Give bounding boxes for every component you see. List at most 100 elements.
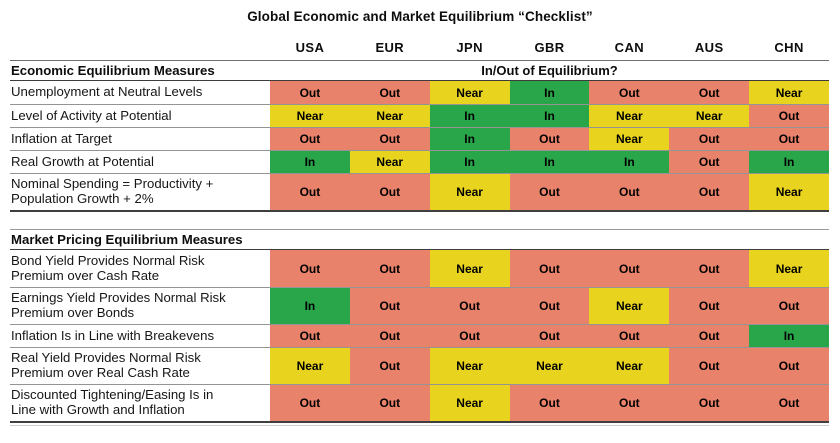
status-cell: Out <box>270 81 350 104</box>
chart-title: Global Economic and Market Equilibrium “… <box>247 9 593 24</box>
status-cell: Near <box>589 128 670 150</box>
status-cell: Out <box>669 81 750 104</box>
status-cell: Near <box>509 348 590 384</box>
row-label: Inflation Is in Line with Breakevens <box>11 327 215 343</box>
status-cell: Near <box>589 348 670 384</box>
status-cell: Near <box>349 105 430 127</box>
status-cell: Out <box>429 288 510 324</box>
section-header-right: In/Out of Equilibrium? <box>481 63 618 78</box>
status-cell: Out <box>669 128 750 150</box>
status-cell: Near <box>589 288 670 324</box>
status-cell: Near <box>429 348 510 384</box>
status-cell: Out <box>270 325 350 347</box>
table-row: Real Growth at Potential In Near In In In Out I… <box>10 150 829 173</box>
row-label: Discounted Tightening/Easing Is in Line … <box>11 387 214 417</box>
status-cell: Out <box>669 288 750 324</box>
status-cell: Out <box>749 385 829 421</box>
row-label: Bond Yield Provides Normal Risk Premium … <box>11 252 205 283</box>
status-cell: Out <box>509 174 590 210</box>
column-header: GBR <box>534 40 565 55</box>
status-cell: Out <box>429 325 510 347</box>
row-label: Nominal Spending = Productivity + Popula… <box>11 176 214 206</box>
status-cell: Out <box>509 128 590 150</box>
section-header-row: Market Pricing Equilibrium Measures <box>10 229 829 250</box>
table-row: Earnings Yield Provides Normal Risk Prem… <box>10 287 829 324</box>
row-label: Unemployment at Neutral Levels <box>11 84 203 100</box>
equilibrium-checklist-figure: Global Economic and Market Equilibrium “… <box>10 9 829 426</box>
section-header: Economic Equilibrium Measures <box>11 63 215 78</box>
status-cell: Near <box>429 250 510 287</box>
table-row: Inflation at Target Out Out In Out Near Out Out <box>10 127 829 150</box>
column-header: CAN <box>614 40 645 55</box>
status-cell: Near <box>749 174 829 210</box>
status-cell: Out <box>589 325 670 347</box>
status-cell: In <box>270 288 350 324</box>
status-cell: Out <box>349 325 430 347</box>
row-label: Real Yield Provides Normal Risk Premium … <box>11 350 201 380</box>
status-cell: Out <box>349 250 430 287</box>
status-cell: Out <box>270 250 350 287</box>
status-cell: Near <box>429 385 510 421</box>
status-cell: Out <box>349 174 430 210</box>
column-header: AUS <box>694 40 724 55</box>
status-cell: Out <box>589 250 670 287</box>
status-cell: Near <box>349 151 430 173</box>
status-cell: Out <box>270 174 350 210</box>
equilibrium-table: USA EUR JPN GBR CAN AUS CHN Economic Equilibri… <box>10 24 829 426</box>
status-cell: Out <box>589 174 670 210</box>
status-cell: Out <box>589 81 670 104</box>
status-cell: Near <box>270 105 350 127</box>
status-cell: Out <box>749 105 829 127</box>
status-cell: Out <box>270 385 350 421</box>
table-row: Discounted Tightening/Easing Is in Line … <box>10 384 829 421</box>
table-row: Nominal Spending = Productivity + Popula… <box>10 173 829 210</box>
status-cell: Out <box>669 250 750 287</box>
column-header-spacer <box>10 53 270 55</box>
status-cell: In <box>270 151 350 173</box>
status-cell: Out <box>509 385 590 421</box>
column-header: USA <box>295 40 325 55</box>
bottom-rule <box>10 425 829 426</box>
status-cell: In <box>589 151 670 173</box>
status-cell: Out <box>270 128 350 150</box>
row-label: Real Growth at Potential <box>11 153 154 169</box>
row-label: Earnings Yield Provides Normal Risk Prem… <box>11 290 226 320</box>
table-row: Real Yield Provides Normal Risk Premium … <box>10 347 829 384</box>
status-cell: Out <box>669 385 750 421</box>
status-cell: Out <box>669 151 750 173</box>
status-cell: Out <box>349 385 430 421</box>
status-cell: Near <box>429 174 510 210</box>
section-header-row: Economic Equilibrium Measures In/Out of E… <box>10 60 829 81</box>
status-cell: Out <box>349 128 430 150</box>
column-header: EUR <box>375 40 405 55</box>
status-cell: In <box>509 151 590 173</box>
table-row: Bond Yield Provides Normal Risk Premium … <box>10 250 829 287</box>
row-label: Level of Activity at Potential <box>11 107 172 123</box>
table-sections: Economic Equilibrium Measures In/Out of E… <box>10 60 829 423</box>
table-row: Unemployment at Neutral Levels Out Out Near… <box>10 81 829 104</box>
status-cell: In <box>429 151 510 173</box>
status-cell: In <box>749 151 829 173</box>
status-cell: Near <box>589 105 670 127</box>
status-cell: Near <box>669 105 750 127</box>
column-header-row: USA EUR JPN GBR CAN AUS CHN <box>10 24 829 60</box>
status-cell: Out <box>669 174 750 210</box>
table-row: Level of Activity at Potential Near Near In… <box>10 104 829 127</box>
status-cell: Out <box>749 348 829 384</box>
status-cell: Out <box>349 348 430 384</box>
status-cell: In <box>429 128 510 150</box>
status-cell: Near <box>749 250 829 287</box>
table-row: Inflation Is in Line with Breakevens Out O… <box>10 324 829 347</box>
status-cell: Near <box>749 81 829 104</box>
status-cell: Out <box>749 288 829 324</box>
status-cell: In <box>509 105 590 127</box>
status-cell: Out <box>589 385 670 421</box>
column-header: CHN <box>774 40 804 55</box>
row-label: Inflation at Target <box>11 130 112 146</box>
status-cell: Out <box>509 325 590 347</box>
status-cell: In <box>509 81 590 104</box>
status-cell: Out <box>669 325 750 347</box>
status-cell: Near <box>270 348 350 384</box>
status-cell: Out <box>349 288 430 324</box>
status-cell: Out <box>509 288 590 324</box>
